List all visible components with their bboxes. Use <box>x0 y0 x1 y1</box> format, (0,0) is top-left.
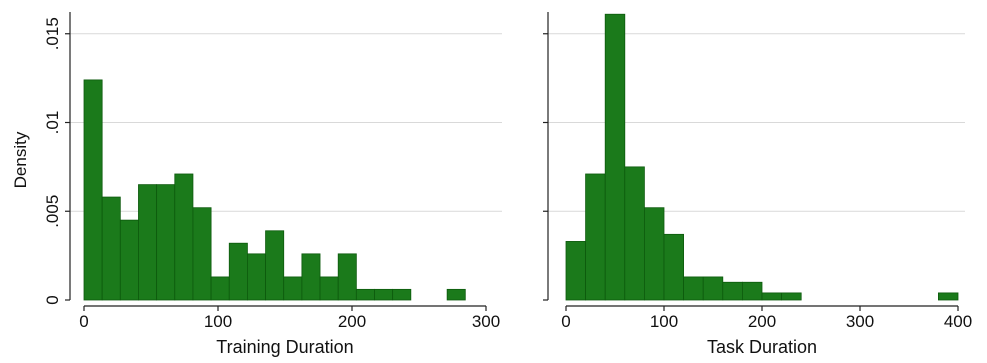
task-x-tick-label: 100 <box>650 312 678 331</box>
task-bar <box>604 13 626 301</box>
training-bar <box>446 288 466 301</box>
training-bar <box>83 79 103 301</box>
training-bar <box>192 207 212 301</box>
training-x-tick-label: 0 <box>79 312 88 331</box>
training-bar <box>337 253 357 301</box>
task-bar <box>761 292 783 301</box>
training-bar <box>119 219 139 301</box>
task-bar <box>624 166 645 301</box>
training-y-tick-label: .015 <box>43 17 62 50</box>
training-bar <box>283 276 303 301</box>
training-bar <box>355 288 375 301</box>
task-bar <box>683 276 704 301</box>
task-bar <box>702 276 724 301</box>
training-bar <box>101 196 121 301</box>
training-x-tick-label: 200 <box>338 312 366 331</box>
training-bar <box>174 173 194 301</box>
task-bar <box>781 292 802 301</box>
training-bar <box>247 253 266 301</box>
training-bar <box>374 288 394 301</box>
training-y-tick-label: .01 <box>43 111 62 135</box>
task-x-tick-label: 300 <box>846 312 874 331</box>
task-bar <box>938 292 959 301</box>
training-y-tick-label: 0 <box>43 295 62 304</box>
task-duration-panel: 0 100 200 300 400 Task Duration <box>543 12 972 357</box>
training-bar <box>156 184 176 301</box>
task-bar <box>565 241 587 301</box>
training-bar <box>301 253 321 301</box>
training-bar <box>392 288 412 301</box>
training-bar <box>228 242 248 301</box>
task-bar <box>722 281 743 301</box>
training-y-tick-label: .005 <box>43 195 62 228</box>
training-bar <box>210 276 230 301</box>
training-x-tick-label: 300 <box>472 312 500 331</box>
training-x-axis-label: Training Duration <box>216 337 353 357</box>
task-x-axis-label: Task Duration <box>707 337 817 357</box>
task-bar <box>742 281 763 301</box>
task-x-tick-label: 400 <box>944 312 972 331</box>
task-bar <box>585 173 606 301</box>
training-x-tick-label: 100 <box>204 312 232 331</box>
training-y-axis-label: Density <box>11 131 30 188</box>
training-duration-panel: 0 .005 .01 .015 0 100 200 300 Training Duration D… <box>11 12 502 357</box>
training-bar <box>138 184 158 301</box>
task-x-tick-label: 0 <box>561 312 570 331</box>
task-bar <box>644 207 665 301</box>
training-bar <box>265 230 285 301</box>
training-bar <box>319 276 339 301</box>
task-bar <box>663 233 685 301</box>
task-x-tick-label: 200 <box>748 312 776 331</box>
